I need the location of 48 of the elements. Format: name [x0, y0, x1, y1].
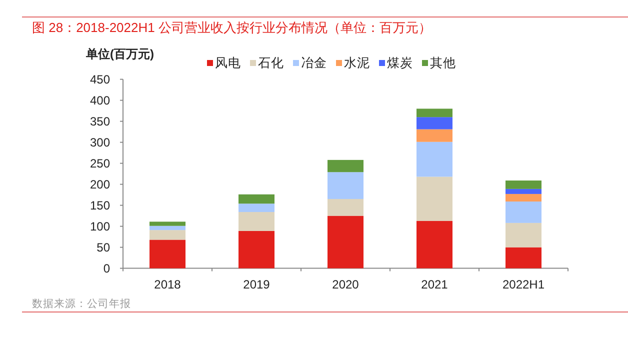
legend-label: 其他	[430, 56, 456, 70]
bar	[506, 247, 542, 268]
x-tick-label: 2021	[421, 277, 448, 292]
bar	[238, 212, 274, 231]
chart-title: 图 28：2018-2022H1 公司营业收入按行业分布情况（单位：百万元）	[32, 20, 432, 35]
bar	[150, 240, 186, 268]
bar	[328, 216, 364, 268]
bar	[506, 188, 542, 194]
legend-label: 水泥	[344, 56, 370, 70]
x-tick-label: 2019	[243, 277, 270, 292]
y-tick-label: 250	[90, 156, 110, 170]
x-tick-label: 2018	[154, 277, 182, 292]
bar	[416, 220, 452, 268]
y-tick-label: 200	[90, 177, 110, 192]
bar	[416, 117, 452, 130]
bar	[238, 204, 274, 212]
legend-label: 石化	[258, 56, 284, 70]
y-tick-label: 100	[90, 219, 110, 234]
bar	[506, 202, 542, 223]
bar	[506, 180, 542, 189]
bar	[328, 172, 364, 199]
bar	[506, 194, 542, 202]
x-tick-label: 2022H1	[502, 277, 545, 292]
bar	[506, 222, 542, 248]
bar	[150, 226, 186, 230]
source-note: 数据来源：公司年报	[32, 297, 131, 310]
legend-label: 冶金	[301, 56, 327, 70]
bar	[328, 160, 364, 172]
bar	[238, 230, 274, 268]
bar	[150, 222, 186, 226]
y-tick-label: 400	[90, 93, 110, 108]
bar	[328, 199, 364, 216]
bar	[416, 142, 452, 177]
x-tick-label: 2020	[332, 277, 360, 292]
legend-label: 风电	[215, 56, 241, 70]
y-tick-label: 350	[90, 114, 110, 128]
bar	[416, 129, 452, 142]
legend-label: 煤炭	[387, 56, 413, 70]
y-tick-label: 50	[96, 240, 110, 254]
bar	[416, 176, 452, 221]
y-tick-label: 0	[103, 261, 110, 276]
bar	[238, 194, 274, 204]
y-tick-label: 450	[90, 72, 110, 86]
bar	[150, 230, 186, 240]
y-tick-label: 300	[90, 135, 110, 150]
y-tick-label: 150	[90, 198, 110, 212]
bar	[416, 108, 452, 118]
y-axis-title: 单位(百万元)	[85, 47, 154, 61]
